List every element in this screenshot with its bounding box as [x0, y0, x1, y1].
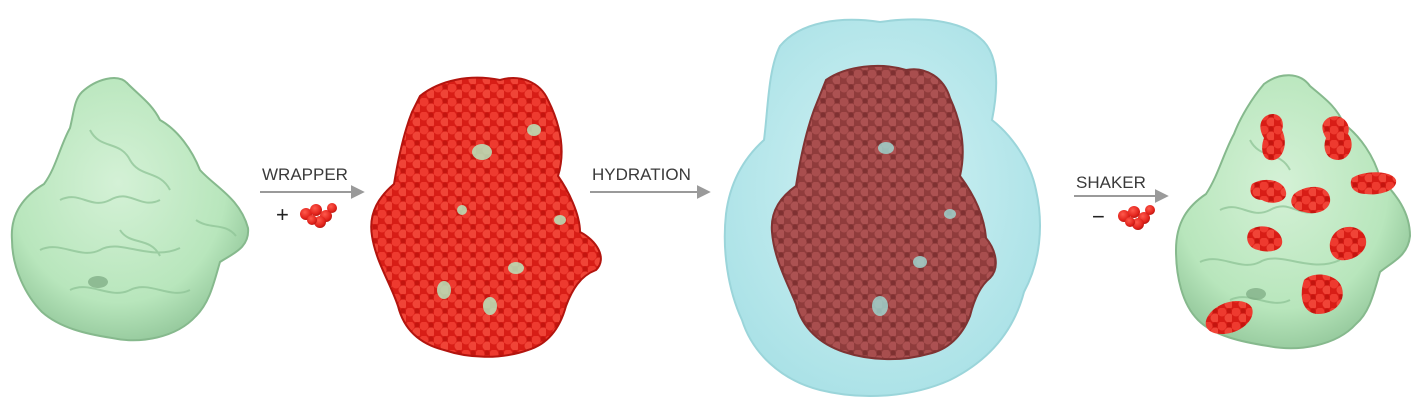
shaker-label: SHAKER	[1076, 173, 1146, 192]
wrapped-core	[770, 64, 997, 361]
ligand-icon-add	[300, 203, 337, 228]
ligand-cluster	[1301, 274, 1343, 314]
bound-ligand-clusters	[1205, 113, 1397, 334]
ligand-cluster	[1250, 179, 1287, 203]
hydration-step: HYDRATION	[590, 165, 711, 199]
ligand-cluster	[1247, 226, 1283, 252]
ligand-cluster	[1291, 186, 1331, 214]
wrapper-step: WRAPPER +	[260, 165, 365, 228]
ligand-cluster	[1260, 113, 1285, 161]
ligand-cluster	[1322, 116, 1352, 160]
ligand-cluster	[1350, 172, 1397, 195]
ligand-cluster	[1329, 226, 1367, 261]
shaken-protein	[1174, 74, 1412, 350]
remove-sign: −	[1092, 204, 1105, 229]
wrapped-protein	[370, 76, 602, 358]
hydration-label: HYDRATION	[592, 165, 691, 184]
shaker-step: SHAKER −	[1074, 173, 1169, 230]
ligand-icon-remove	[1118, 205, 1155, 230]
wrapper-label: WRAPPER	[262, 165, 348, 184]
apo-protein-surface	[10, 77, 250, 342]
ligand-cluster	[1205, 301, 1253, 334]
add-sign: +	[276, 202, 289, 227]
hydrated-protein	[723, 18, 1041, 397]
